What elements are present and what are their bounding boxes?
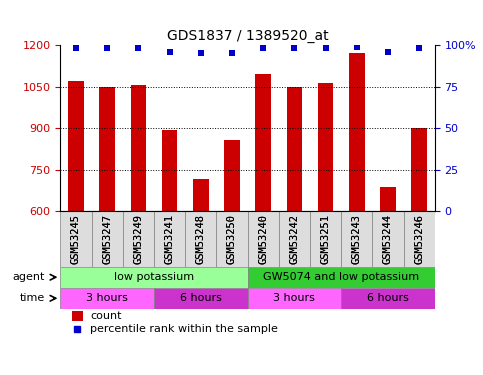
Bar bbox=[224, 140, 240, 211]
Bar bbox=[318, 83, 333, 211]
FancyBboxPatch shape bbox=[341, 211, 372, 267]
FancyBboxPatch shape bbox=[279, 211, 310, 267]
Text: GSM53246: GSM53246 bbox=[414, 214, 424, 264]
Text: GSM53251: GSM53251 bbox=[321, 214, 330, 264]
FancyBboxPatch shape bbox=[60, 211, 92, 267]
Text: GSM53248: GSM53248 bbox=[196, 214, 206, 264]
Text: GSM53242: GSM53242 bbox=[289, 214, 299, 264]
FancyBboxPatch shape bbox=[216, 211, 247, 267]
Text: GSM53249: GSM53249 bbox=[133, 214, 143, 264]
Text: GSM53248: GSM53248 bbox=[196, 214, 206, 264]
Text: GSM53241: GSM53241 bbox=[165, 214, 174, 264]
Bar bbox=[162, 130, 177, 211]
Bar bbox=[130, 85, 146, 211]
Text: GSM53241: GSM53241 bbox=[165, 214, 174, 264]
Text: percentile rank within the sample: percentile rank within the sample bbox=[90, 324, 278, 334]
FancyBboxPatch shape bbox=[185, 211, 216, 267]
Bar bbox=[99, 87, 115, 211]
Text: count: count bbox=[90, 311, 122, 321]
Text: GSM53240: GSM53240 bbox=[258, 214, 268, 264]
Bar bbox=[412, 128, 427, 211]
Text: low potassium: low potassium bbox=[114, 272, 194, 282]
Bar bbox=[71, 311, 83, 321]
Bar bbox=[248, 267, 435, 288]
Bar bbox=[68, 81, 84, 211]
Text: GSM53244: GSM53244 bbox=[383, 214, 393, 264]
Bar bbox=[248, 288, 341, 309]
FancyBboxPatch shape bbox=[247, 211, 279, 267]
Text: GSM53243: GSM53243 bbox=[352, 214, 362, 264]
Text: GSM53240: GSM53240 bbox=[258, 214, 268, 264]
Title: GDS1837 / 1389520_at: GDS1837 / 1389520_at bbox=[167, 28, 328, 43]
Text: agent: agent bbox=[13, 272, 45, 282]
FancyBboxPatch shape bbox=[310, 211, 341, 267]
FancyBboxPatch shape bbox=[372, 211, 403, 267]
Text: GSM53249: GSM53249 bbox=[133, 214, 143, 264]
Text: GSM53244: GSM53244 bbox=[383, 214, 393, 264]
FancyBboxPatch shape bbox=[403, 211, 435, 267]
Text: GSM53251: GSM53251 bbox=[321, 214, 330, 264]
Text: GSM53243: GSM53243 bbox=[352, 214, 362, 264]
Text: 6 hours: 6 hours bbox=[367, 293, 409, 303]
Text: GSM53245: GSM53245 bbox=[71, 214, 81, 264]
Bar bbox=[341, 288, 435, 309]
Text: time: time bbox=[19, 293, 45, 303]
Text: GSM53246: GSM53246 bbox=[414, 214, 424, 264]
FancyBboxPatch shape bbox=[92, 211, 123, 267]
Text: GW5074 and low potassium: GW5074 and low potassium bbox=[263, 272, 419, 282]
Bar bbox=[286, 87, 302, 211]
Bar bbox=[256, 74, 271, 211]
Text: GSM53245: GSM53245 bbox=[71, 214, 81, 264]
Text: GSM53247: GSM53247 bbox=[102, 214, 112, 264]
Bar bbox=[193, 178, 209, 211]
Bar bbox=[349, 53, 365, 211]
Text: 3 hours: 3 hours bbox=[86, 293, 128, 303]
Bar bbox=[154, 288, 248, 309]
Text: GSM53247: GSM53247 bbox=[102, 214, 112, 264]
Text: GSM53250: GSM53250 bbox=[227, 214, 237, 264]
Text: GSM53250: GSM53250 bbox=[227, 214, 237, 264]
Bar bbox=[60, 288, 154, 309]
Text: 6 hours: 6 hours bbox=[180, 293, 222, 303]
Bar bbox=[380, 187, 396, 211]
FancyBboxPatch shape bbox=[123, 211, 154, 267]
Text: GSM53242: GSM53242 bbox=[289, 214, 299, 264]
FancyBboxPatch shape bbox=[154, 211, 185, 267]
Bar bbox=[60, 267, 248, 288]
Text: 3 hours: 3 hours bbox=[273, 293, 315, 303]
